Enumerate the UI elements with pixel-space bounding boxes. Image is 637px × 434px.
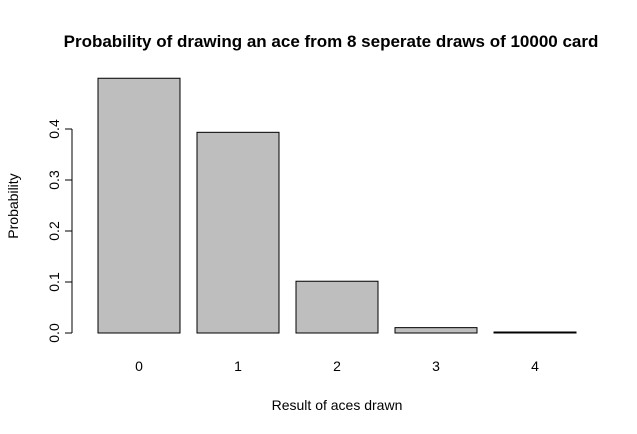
bar-2 bbox=[295, 280, 379, 334]
bar-1 bbox=[196, 131, 280, 334]
y-tick-label: 0.3 bbox=[46, 170, 62, 190]
x-tick-labels: 0 1 2 3 4 bbox=[135, 358, 539, 374]
chart-title: Probability of drawing an ace from 8 sep… bbox=[64, 32, 599, 51]
y-tick-label: 0.0 bbox=[46, 323, 62, 343]
x-tick-label: 2 bbox=[333, 358, 341, 374]
y-tick-label: 0.1 bbox=[46, 272, 62, 292]
y-axis: 0.0 0.1 0.2 0.3 0.4 bbox=[46, 119, 73, 343]
y-tick-label: 0.2 bbox=[46, 221, 62, 241]
x-tick-label: 1 bbox=[234, 358, 242, 374]
y-axis-label: Probability bbox=[5, 173, 21, 238]
x-tick-label: 4 bbox=[531, 358, 539, 374]
x-tick-label: 3 bbox=[432, 358, 440, 374]
bar-4 bbox=[493, 331, 577, 334]
x-tick-label: 0 bbox=[135, 358, 143, 374]
y-tick-label: 0.4 bbox=[46, 119, 62, 139]
bars-group bbox=[97, 77, 577, 334]
bar-3 bbox=[394, 327, 478, 334]
x-axis-label: Result of aces drawn bbox=[272, 397, 403, 413]
bar-0 bbox=[97, 77, 181, 334]
